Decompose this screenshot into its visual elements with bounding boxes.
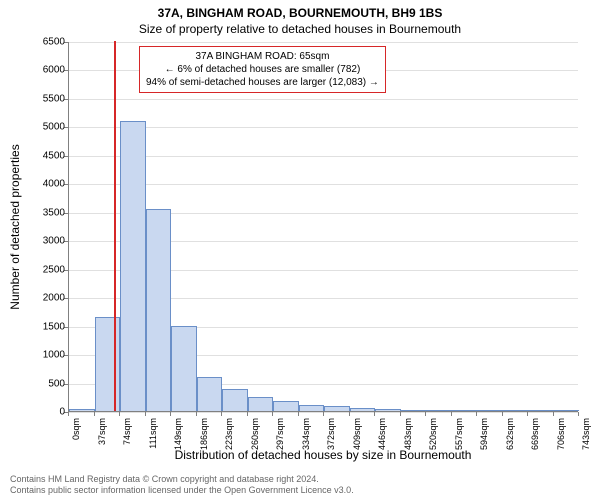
x-tickmark xyxy=(298,412,299,416)
x-tick-label: 446sqm xyxy=(377,418,387,468)
x-tickmark xyxy=(170,412,171,416)
x-tick-label: 0sqm xyxy=(71,418,81,468)
x-tickmark xyxy=(196,412,197,416)
x-tick-label: 111sqm xyxy=(148,418,158,468)
x-tickmark xyxy=(68,412,69,416)
x-tick-label: 372sqm xyxy=(326,418,336,468)
histogram-bar xyxy=(222,389,248,411)
y-tick-label: 1500 xyxy=(15,321,65,332)
y-tick-label: 4000 xyxy=(15,179,65,190)
y-tick-label: 3000 xyxy=(15,236,65,247)
histogram-bar xyxy=(248,397,274,411)
x-tickmark xyxy=(527,412,528,416)
histogram-bar xyxy=(324,406,350,411)
x-tick-label: 334sqm xyxy=(301,418,311,468)
histogram-bar xyxy=(299,405,325,411)
y-tick-label: 6500 xyxy=(15,37,65,48)
y-tick-label: 5000 xyxy=(15,122,65,133)
x-tickmark xyxy=(145,412,146,416)
histogram-bar xyxy=(503,410,529,411)
x-tickmark xyxy=(502,412,503,416)
x-tick-label: 520sqm xyxy=(428,418,438,468)
x-tick-label: 483sqm xyxy=(403,418,413,468)
x-tickmark xyxy=(400,412,401,416)
histogram-bar xyxy=(197,377,223,411)
y-tick-label: 2500 xyxy=(15,264,65,275)
histogram-bar xyxy=(350,408,376,411)
x-tickmark xyxy=(221,412,222,416)
x-tick-label: 297sqm xyxy=(275,418,285,468)
annotation-box: 37A BINGHAM ROAD: 65sqm← 6% of detached … xyxy=(139,46,386,93)
histogram-bar xyxy=(375,409,401,411)
gridline xyxy=(69,42,578,43)
footer-line-1: Contains HM Land Registry data © Crown c… xyxy=(10,474,354,485)
x-tick-label: 74sqm xyxy=(122,418,132,468)
plot-area: 37A BINGHAM ROAD: 65sqm← 6% of detached … xyxy=(68,42,578,412)
chart-title: 37A, BINGHAM ROAD, BOURNEMOUTH, BH9 1BS xyxy=(0,6,600,20)
x-tickmark xyxy=(119,412,120,416)
footer-attribution: Contains HM Land Registry data © Crown c… xyxy=(10,474,354,497)
property-marker-line xyxy=(114,41,116,411)
annotation-line-2: ← 6% of detached houses are smaller (782… xyxy=(146,63,379,76)
x-tickmark xyxy=(349,412,350,416)
y-tick-label: 3500 xyxy=(15,207,65,218)
histogram-bar xyxy=(554,410,580,411)
x-tick-label: 594sqm xyxy=(479,418,489,468)
histogram-bar xyxy=(95,317,121,411)
y-tick-label: 5500 xyxy=(15,93,65,104)
x-tick-label: 557sqm xyxy=(454,418,464,468)
gridline xyxy=(69,99,578,100)
y-tick-label: 2000 xyxy=(15,293,65,304)
x-tick-label: 743sqm xyxy=(581,418,591,468)
x-tick-label: 186sqm xyxy=(199,418,209,468)
x-tickmark xyxy=(553,412,554,416)
chart-container: 37A, BINGHAM ROAD, BOURNEMOUTH, BH9 1BS … xyxy=(0,0,600,500)
x-tickmark xyxy=(374,412,375,416)
x-tickmark xyxy=(425,412,426,416)
x-tick-label: 409sqm xyxy=(352,418,362,468)
x-tickmark xyxy=(476,412,477,416)
histogram-bar xyxy=(171,326,197,411)
chart-subtitle: Size of property relative to detached ho… xyxy=(0,22,600,36)
y-tick-label: 500 xyxy=(15,378,65,389)
x-tick-label: 632sqm xyxy=(505,418,515,468)
x-tick-label: 223sqm xyxy=(224,418,234,468)
histogram-bar xyxy=(426,410,452,411)
x-tick-label: 706sqm xyxy=(556,418,566,468)
x-tick-label: 149sqm xyxy=(173,418,183,468)
annotation-line-3: 94% of semi-detached houses are larger (… xyxy=(146,76,379,89)
x-tickmark xyxy=(451,412,452,416)
histogram-bar xyxy=(477,410,503,411)
y-axis-label: Number of detached properties xyxy=(8,144,22,309)
x-tickmark xyxy=(247,412,248,416)
x-tickmark xyxy=(578,412,579,416)
y-tick-label: 6000 xyxy=(15,65,65,76)
x-tick-label: 669sqm xyxy=(530,418,540,468)
x-tickmark xyxy=(323,412,324,416)
footer-line-2: Contains public sector information licen… xyxy=(10,485,354,496)
histogram-bar xyxy=(120,121,146,411)
x-tick-label: 260sqm xyxy=(250,418,260,468)
x-tickmark xyxy=(94,412,95,416)
x-tick-label: 37sqm xyxy=(97,418,107,468)
y-tick-label: 4500 xyxy=(15,150,65,161)
histogram-bar xyxy=(69,409,95,411)
histogram-bar xyxy=(401,410,427,411)
x-tickmark xyxy=(272,412,273,416)
y-tick-label: 0 xyxy=(15,407,65,418)
x-axis-label: Distribution of detached houses by size … xyxy=(68,448,578,462)
annotation-line-1: 37A BINGHAM ROAD: 65sqm xyxy=(146,50,379,63)
histogram-bar xyxy=(452,410,478,411)
histogram-bar xyxy=(273,401,299,411)
y-tick-label: 1000 xyxy=(15,350,65,361)
histogram-bar xyxy=(528,410,554,411)
histogram-bar xyxy=(146,209,172,411)
